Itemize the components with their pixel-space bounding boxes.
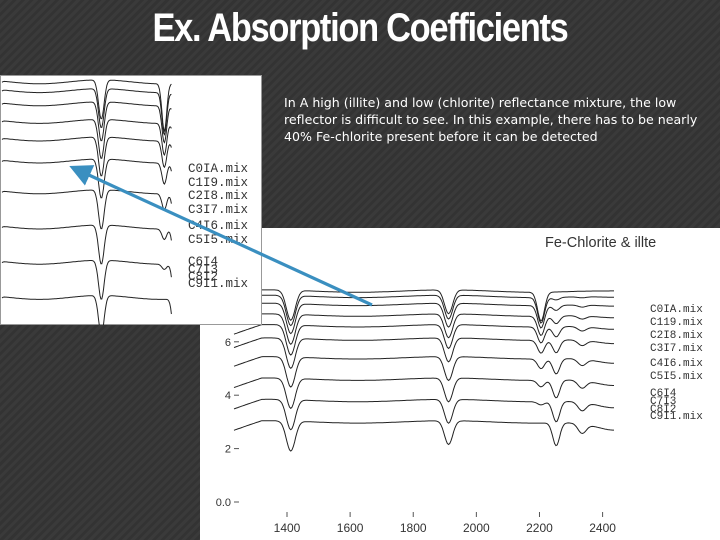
x-tick-label: 1800	[400, 521, 427, 535]
caption-text: In A high (illite) and low (chlorite) re…	[284, 95, 698, 144]
main-series-label: C6I4	[650, 388, 677, 400]
main-series-label: C3I7.mix	[650, 343, 703, 355]
inset-series-label: C2I8.mix	[188, 189, 248, 203]
main-chart-title: Fe-Chlorite & illte	[545, 235, 656, 251]
main-series-line	[233, 337, 614, 369]
inset-series-label: C4I6.mix	[188, 219, 248, 233]
main-chart-y-ticks: 0.0 2 4 6	[216, 337, 239, 509]
inset-series-label: C1I9.mix	[188, 176, 248, 190]
inset-series-line	[1, 101, 172, 144]
main-series-label: C119.mix	[650, 317, 703, 329]
inset-series-line	[1, 88, 172, 136]
main-series-line	[233, 420, 614, 452]
main-series-line	[233, 313, 614, 346]
inset-series-line	[1, 136, 172, 177]
main-series-line	[233, 324, 614, 356]
x-tick-label: 2000	[463, 521, 490, 535]
x-tick-label: 2200	[526, 521, 553, 535]
inset-series-label: C5I5.mix	[188, 233, 248, 247]
y-tick-label: 6	[225, 337, 231, 349]
slide-title: Ex. Absorption Coefficients	[152, 6, 569, 50]
inset-series-label: C0IA.mix	[188, 162, 248, 176]
main-chart-background	[200, 228, 720, 540]
main-series-label: C4I6.mix	[650, 358, 703, 370]
inset-series-line	[1, 119, 172, 159]
main-series-line	[233, 377, 614, 410]
inset-series-label: C3I7.mix	[188, 203, 248, 217]
y-tick-label: 2	[225, 444, 231, 456]
main-series-label: C7I3	[650, 396, 676, 408]
main-series-line	[233, 356, 614, 388]
y-tick-label: 4	[225, 390, 231, 402]
inset-series-label: C9I1.mix	[188, 277, 248, 291]
main-series-line	[233, 302, 614, 335]
x-tick-label: 1600	[337, 521, 364, 535]
inset-series-line	[1, 79, 172, 133]
inset-series-line	[1, 158, 172, 199]
main-series-label: C2I8.mix	[650, 330, 703, 342]
x-tick-label: 1400	[274, 521, 301, 535]
main-chart-x-ticks: 1400 1600 1800 2000 2200 2400	[274, 512, 616, 535]
main-series-label: C0IA.mix	[650, 304, 703, 316]
main-series-label: C9I1.mix	[650, 411, 703, 423]
y-tick-label: 0.0	[216, 497, 231, 509]
main-series-label: C5I5.mix	[650, 371, 703, 383]
main-series-line	[233, 398, 614, 431]
x-tick-label: 2400	[589, 521, 616, 535]
main-series-label: C8I2	[650, 404, 676, 416]
main-chart: Fe-Chlorite & illte C0IA.mixC119.mixC2I8…	[200, 228, 720, 540]
